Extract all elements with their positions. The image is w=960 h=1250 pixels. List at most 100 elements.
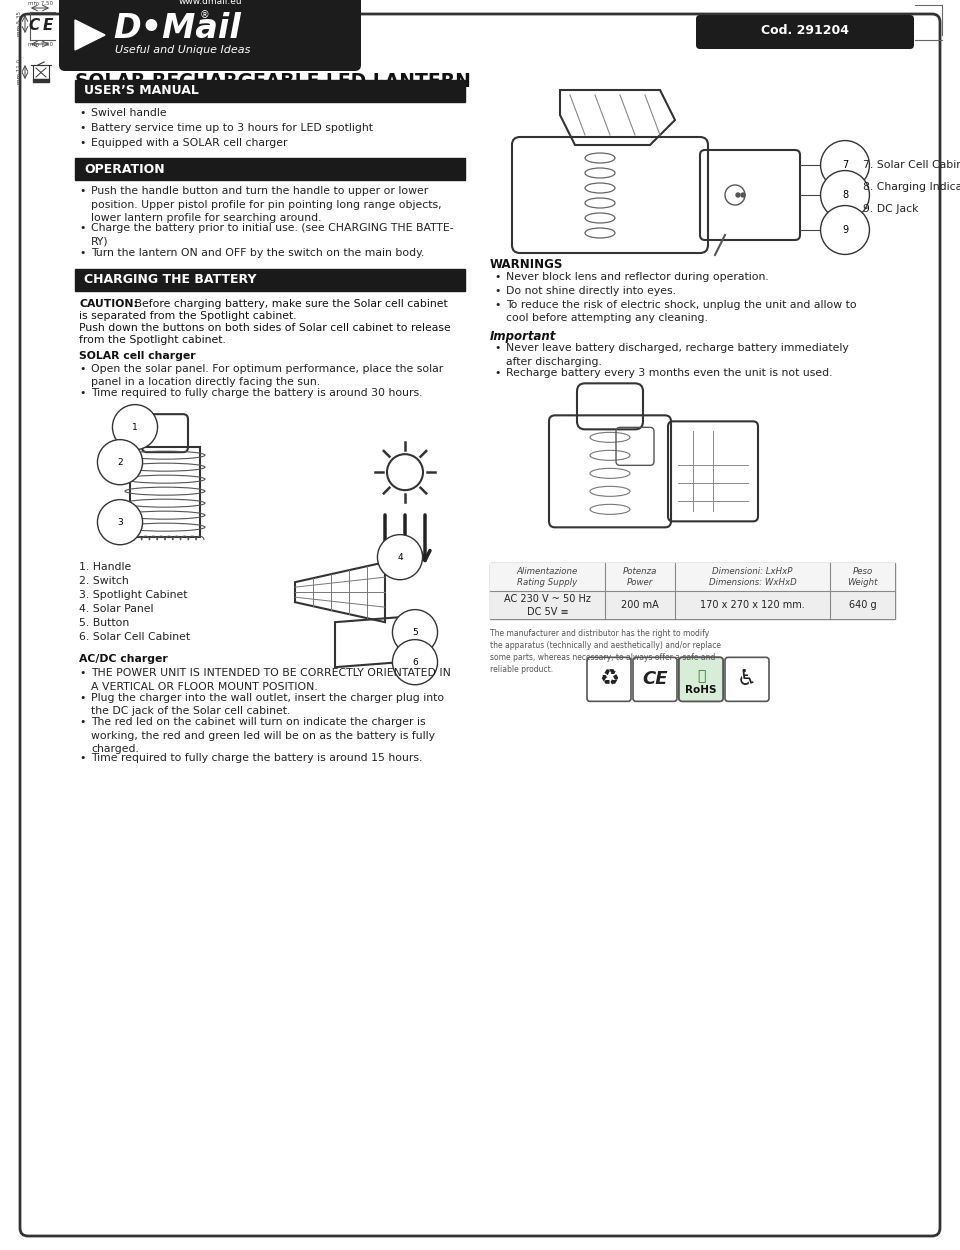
Text: To reduce the risk of electric shock, unplug the unit and allow to
cool before a: To reduce the risk of electric shock, un… — [506, 300, 856, 324]
Text: •: • — [79, 752, 85, 762]
Text: 7: 7 — [842, 160, 848, 170]
Text: 8: 8 — [842, 190, 848, 200]
Text: mm 5,35: mm 5,35 — [17, 11, 22, 36]
Text: Before charging battery, make sure the Solar cell cabinet: Before charging battery, make sure the S… — [131, 299, 447, 309]
Text: CHARGING THE BATTERY: CHARGING THE BATTERY — [84, 274, 256, 286]
Text: Useful and Unique Ideas: Useful and Unique Ideas — [115, 45, 251, 55]
Text: Peso
Weight: Peso Weight — [848, 568, 877, 588]
Text: 9. DC Jack: 9. DC Jack — [863, 204, 919, 214]
Text: Never block lens and reflector during operation.: Never block lens and reflector during op… — [506, 272, 769, 282]
Text: 6: 6 — [412, 658, 418, 666]
Text: •: • — [494, 300, 500, 310]
Text: mm 11,0: mm 11,0 — [17, 60, 22, 85]
Text: The red led on the cabinet will turn on indicate the charger is
working, the red: The red led on the cabinet will turn on … — [91, 718, 435, 755]
Bar — [75, 80, 465, 102]
Text: 4: 4 — [397, 552, 403, 561]
Text: OPERATION: OPERATION — [84, 162, 164, 176]
Text: •: • — [79, 107, 85, 118]
Text: •: • — [494, 286, 500, 296]
Text: Open the solar panel. For optimum performance, place the solar
panel in a locati: Open the solar panel. For optimum perfor… — [91, 364, 444, 388]
Text: 4. Solar Panel: 4. Solar Panel — [79, 604, 154, 614]
Text: Alimentazione
Rating Supply: Alimentazione Rating Supply — [516, 568, 578, 588]
Text: 7. Solar Cell Cabinet: 7. Solar Cell Cabinet — [863, 160, 960, 170]
Text: •: • — [79, 122, 85, 132]
Text: 6. Solar Cell Cabinet: 6. Solar Cell Cabinet — [79, 632, 190, 642]
Text: Dimensioni: LxHxP
Dimensions: WxHxD: Dimensioni: LxHxP Dimensions: WxHxD — [708, 568, 797, 588]
Text: Equipped with a SOLAR cell charger: Equipped with a SOLAR cell charger — [91, 138, 287, 148]
Text: 170 x 270 x 120 mm.: 170 x 270 x 120 mm. — [700, 600, 804, 610]
Text: 3: 3 — [117, 518, 123, 526]
Text: RoHS: RoHS — [685, 685, 717, 695]
Text: SOLAR RECHARGEABLE LED LANTERN: SOLAR RECHARGEABLE LED LANTERN — [75, 72, 470, 91]
Text: from the Spotlight cabinet.: from the Spotlight cabinet. — [79, 335, 226, 345]
Text: Do not shine directly into eyes.: Do not shine directly into eyes. — [506, 286, 676, 296]
Text: The manufacturer and distributor has the right to modify
the apparatus (technica: The manufacturer and distributor has the… — [490, 629, 721, 674]
Text: 2: 2 — [117, 458, 123, 466]
Text: mm 7,50: mm 7,50 — [28, 42, 53, 47]
Text: AC/DC charger: AC/DC charger — [79, 654, 168, 664]
Text: •: • — [79, 222, 85, 232]
FancyBboxPatch shape — [696, 15, 914, 49]
Bar — [75, 269, 465, 291]
Text: Push down the buttons on both sides of Solar cell cabinet to release: Push down the buttons on both sides of S… — [79, 322, 451, 332]
Text: 1. Handle: 1. Handle — [79, 562, 132, 572]
Text: mm 7,50: mm 7,50 — [28, 1, 53, 6]
Bar — [33, 79, 49, 82]
Text: is separated from the Spotlight cabinet.: is separated from the Spotlight cabinet. — [79, 311, 297, 321]
Text: •: • — [79, 364, 85, 374]
Polygon shape — [75, 20, 105, 50]
Text: •: • — [494, 272, 500, 282]
Text: •: • — [79, 718, 85, 728]
Text: ♿: ♿ — [737, 669, 757, 689]
Text: 5. Button: 5. Button — [79, 619, 130, 629]
Text: Never leave battery discharged, recharge battery immediately
after discharging.: Never leave battery discharged, recharge… — [506, 342, 849, 366]
Text: Turn the lantern ON and OFF by the switch on the main body.: Turn the lantern ON and OFF by the switc… — [91, 248, 424, 258]
FancyBboxPatch shape — [587, 658, 631, 701]
Text: •: • — [494, 342, 500, 352]
Text: C: C — [29, 19, 40, 34]
Circle shape — [741, 192, 745, 198]
Text: •: • — [79, 693, 85, 703]
Text: Charge the battery prior to initial use. (see CHARGING THE BATTE-
RY): Charge the battery prior to initial use.… — [91, 222, 454, 246]
Text: CAUTION:: CAUTION: — [79, 299, 138, 309]
Text: Time required to fully charge the battery is around 15 hours.: Time required to fully charge the batter… — [91, 752, 422, 762]
Bar — [130, 448, 200, 538]
Text: 5: 5 — [412, 628, 418, 636]
Text: ®: ® — [200, 10, 209, 20]
Text: •: • — [79, 669, 85, 679]
Text: Cod. 291204: Cod. 291204 — [761, 25, 849, 38]
Text: ♻: ♻ — [599, 669, 619, 689]
Text: 1: 1 — [132, 422, 138, 431]
Text: www.dmail.eu: www.dmail.eu — [179, 0, 242, 6]
Text: •: • — [79, 186, 85, 196]
FancyBboxPatch shape — [725, 658, 769, 701]
Text: 3. Spotlight Cabinet: 3. Spotlight Cabinet — [79, 590, 187, 600]
Text: Push the handle button and turn the handle to upper or lower
position. Upper pis: Push the handle button and turn the hand… — [91, 186, 442, 224]
FancyBboxPatch shape — [633, 658, 677, 701]
Text: 2. Switch: 2. Switch — [79, 576, 129, 586]
Text: •: • — [79, 248, 85, 258]
Text: 200 mA: 200 mA — [621, 600, 659, 610]
Text: •: • — [494, 368, 500, 378]
Text: 8. Charging Indicator: 8. Charging Indicator — [863, 182, 960, 192]
Text: E: E — [43, 19, 54, 34]
Bar — [490, 564, 895, 591]
Text: Potenza
Power: Potenza Power — [623, 568, 658, 588]
Bar — [490, 591, 895, 619]
Text: Plug the charger into the wall outlet, insert the charger plug into
the DC jack : Plug the charger into the wall outlet, i… — [91, 693, 444, 716]
Text: •: • — [79, 389, 85, 399]
Bar — [75, 159, 465, 180]
Text: Important: Important — [490, 330, 557, 342]
FancyBboxPatch shape — [59, 0, 361, 71]
Text: Recharge battery every 3 months even the unit is not used.: Recharge battery every 3 months even the… — [506, 368, 832, 378]
Text: CE: CE — [642, 670, 668, 689]
Bar — [33, 65, 49, 79]
Text: Swivel handle: Swivel handle — [91, 107, 167, 118]
FancyBboxPatch shape — [679, 658, 723, 701]
Circle shape — [736, 192, 740, 198]
Text: Time required to fully charge the battery is around 30 hours.: Time required to fully charge the batter… — [91, 389, 422, 399]
Text: WARNINGS: WARNINGS — [490, 258, 564, 271]
FancyBboxPatch shape — [20, 14, 940, 1236]
Text: USER’S MANUAL: USER’S MANUAL — [84, 85, 199, 98]
Bar — [490, 564, 895, 619]
